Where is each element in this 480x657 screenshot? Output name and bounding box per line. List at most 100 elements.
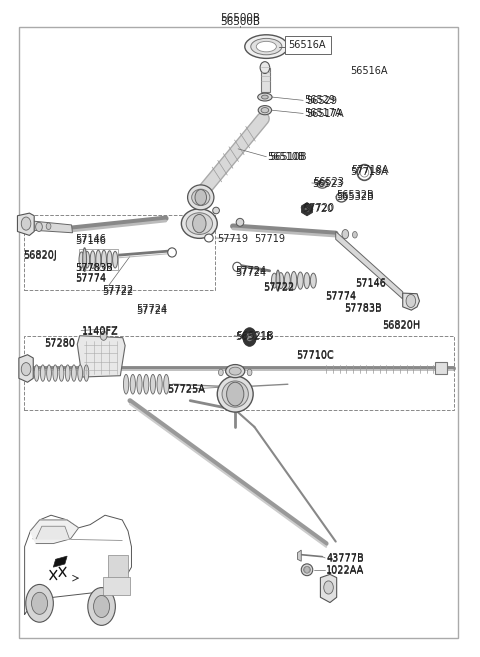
- Text: 57146: 57146: [75, 234, 106, 244]
- Circle shape: [46, 223, 51, 229]
- Text: 57718A: 57718A: [350, 168, 388, 177]
- Ellipse shape: [301, 564, 313, 576]
- Text: 57783B: 57783B: [344, 304, 382, 314]
- Ellipse shape: [53, 365, 58, 381]
- Circle shape: [32, 593, 48, 614]
- Polygon shape: [53, 556, 67, 567]
- Circle shape: [36, 222, 42, 231]
- Ellipse shape: [276, 270, 280, 291]
- Circle shape: [227, 382, 244, 406]
- Bar: [108, 555, 128, 578]
- Circle shape: [94, 595, 109, 618]
- Ellipse shape: [84, 365, 89, 381]
- Text: 57280: 57280: [44, 338, 75, 348]
- Text: 56523: 56523: [313, 177, 344, 187]
- Polygon shape: [321, 574, 336, 602]
- Polygon shape: [301, 202, 312, 215]
- Bar: [286, 36, 331, 55]
- Text: 57710C: 57710C: [297, 350, 334, 360]
- Polygon shape: [36, 526, 70, 539]
- Ellipse shape: [271, 273, 277, 288]
- Text: 57774: 57774: [75, 273, 106, 283]
- Ellipse shape: [256, 41, 276, 52]
- Ellipse shape: [278, 273, 284, 288]
- Ellipse shape: [65, 365, 70, 381]
- Ellipse shape: [168, 248, 176, 257]
- Text: 57280: 57280: [44, 339, 75, 350]
- Bar: [435, 362, 447, 374]
- Bar: [261, 68, 270, 93]
- Circle shape: [21, 363, 31, 376]
- Text: 43777B: 43777B: [326, 555, 364, 564]
- Circle shape: [247, 369, 252, 376]
- Ellipse shape: [357, 165, 372, 180]
- Ellipse shape: [226, 365, 245, 378]
- Text: 56510B: 56510B: [267, 152, 305, 162]
- Ellipse shape: [260, 62, 270, 74]
- Ellipse shape: [84, 252, 90, 268]
- Text: 1140FZ: 1140FZ: [82, 326, 119, 336]
- Text: 57722: 57722: [103, 286, 134, 296]
- Text: 57146: 57146: [355, 278, 386, 288]
- Polygon shape: [336, 231, 403, 299]
- Text: 57724: 57724: [235, 267, 266, 277]
- Circle shape: [243, 328, 256, 346]
- Text: 57724: 57724: [136, 304, 167, 315]
- Circle shape: [406, 294, 416, 307]
- Ellipse shape: [96, 250, 101, 269]
- Text: 56517A: 56517A: [306, 109, 344, 119]
- Text: 57724: 57724: [136, 306, 167, 316]
- Text: 56521B: 56521B: [235, 332, 273, 342]
- Text: 56517A: 56517A: [305, 108, 342, 118]
- Ellipse shape: [320, 182, 324, 186]
- Text: 57774: 57774: [325, 290, 356, 301]
- Text: 57146: 57146: [355, 279, 386, 289]
- Ellipse shape: [233, 262, 241, 271]
- Text: 57783B: 57783B: [75, 263, 113, 273]
- Text: 57724: 57724: [235, 268, 266, 278]
- Circle shape: [192, 214, 206, 233]
- Text: 57719: 57719: [254, 235, 285, 244]
- Ellipse shape: [34, 365, 39, 381]
- Ellipse shape: [245, 35, 288, 58]
- Text: 56529: 56529: [306, 96, 337, 106]
- Ellipse shape: [164, 374, 169, 394]
- Text: 1022AA: 1022AA: [326, 566, 364, 576]
- Circle shape: [305, 206, 309, 212]
- Text: 57774: 57774: [75, 274, 106, 284]
- Polygon shape: [403, 293, 420, 310]
- Ellipse shape: [40, 365, 45, 381]
- Circle shape: [305, 566, 310, 573]
- Text: 43777B: 43777B: [326, 553, 364, 563]
- Ellipse shape: [186, 213, 213, 235]
- Ellipse shape: [144, 374, 149, 394]
- Text: 56532B: 56532B: [336, 191, 374, 200]
- Circle shape: [342, 229, 348, 238]
- Circle shape: [21, 217, 31, 230]
- Polygon shape: [17, 213, 34, 235]
- Text: 57783B: 57783B: [75, 263, 113, 273]
- Ellipse shape: [360, 168, 369, 177]
- Circle shape: [26, 585, 53, 622]
- Ellipse shape: [123, 374, 129, 394]
- Text: 57722: 57722: [103, 287, 134, 297]
- Polygon shape: [77, 336, 125, 377]
- Ellipse shape: [47, 365, 51, 381]
- Ellipse shape: [317, 180, 327, 188]
- Ellipse shape: [336, 193, 347, 202]
- Text: 56500B: 56500B: [220, 12, 260, 23]
- Bar: [79, 249, 118, 270]
- Bar: [24, 215, 215, 290]
- Ellipse shape: [339, 195, 344, 200]
- Text: 57720: 57720: [303, 203, 334, 213]
- Text: 56500B: 56500B: [220, 16, 260, 27]
- Bar: [103, 577, 130, 595]
- Ellipse shape: [79, 252, 84, 267]
- Text: 56516A: 56516A: [350, 66, 387, 76]
- Ellipse shape: [188, 185, 214, 210]
- Ellipse shape: [130, 374, 135, 394]
- Circle shape: [88, 587, 115, 625]
- Polygon shape: [30, 520, 79, 543]
- Ellipse shape: [304, 566, 311, 573]
- Ellipse shape: [72, 365, 76, 381]
